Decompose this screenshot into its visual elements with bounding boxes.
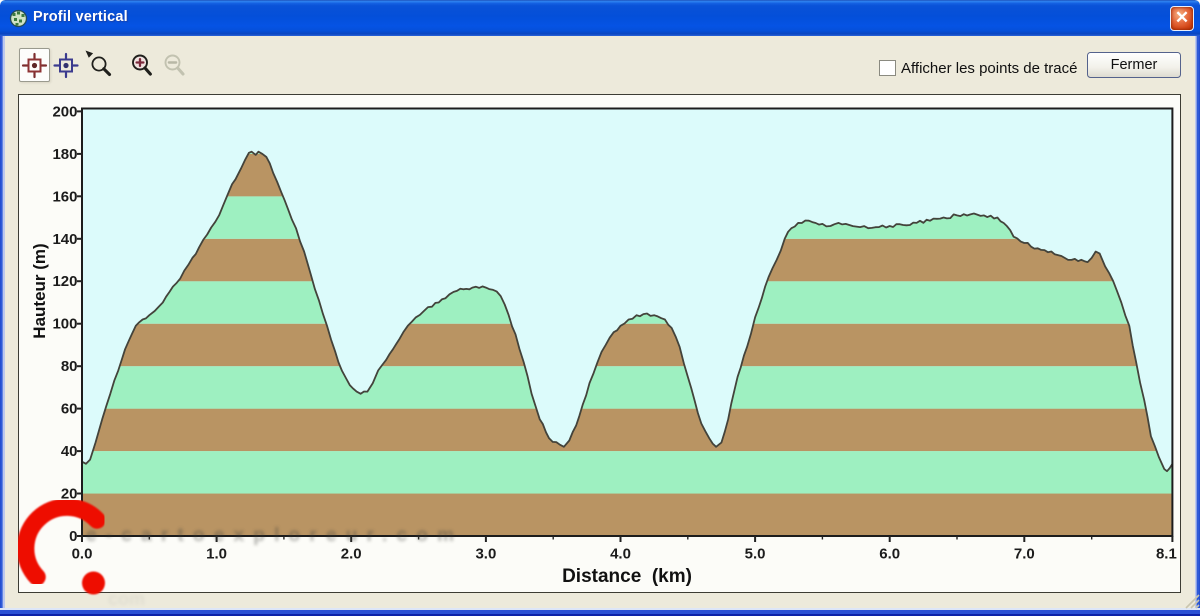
svg-text:120: 120 bbox=[52, 273, 77, 290]
svg-text:0.0: 0.0 bbox=[72, 546, 93, 563]
svg-text:com: com bbox=[108, 589, 145, 609]
svg-text:60: 60 bbox=[61, 401, 78, 418]
svg-text:140: 140 bbox=[52, 231, 77, 248]
svg-text:20: 20 bbox=[61, 486, 78, 503]
svg-text:8.1: 8.1 bbox=[1156, 546, 1177, 563]
svg-text:Hauteur (m): Hauteur (m) bbox=[30, 243, 49, 338]
svg-text:100: 100 bbox=[52, 316, 77, 333]
svg-text:40: 40 bbox=[61, 443, 78, 460]
svg-text:1.0: 1.0 bbox=[206, 546, 227, 563]
svg-text:7.0: 7.0 bbox=[1014, 546, 1035, 563]
svg-text:5.0: 5.0 bbox=[745, 546, 766, 563]
svg-text:2.0: 2.0 bbox=[341, 546, 362, 563]
svg-text:Distance (km): Distance (km) bbox=[562, 566, 692, 587]
svg-text:200: 200 bbox=[52, 103, 77, 120]
svg-text:3.0: 3.0 bbox=[475, 546, 496, 563]
svg-text:6.0: 6.0 bbox=[879, 546, 900, 563]
svg-text:180: 180 bbox=[52, 146, 77, 163]
svg-text:160: 160 bbox=[52, 188, 77, 205]
svg-text:4.0: 4.0 bbox=[610, 546, 631, 563]
svg-text:80: 80 bbox=[61, 358, 78, 375]
svg-text:0: 0 bbox=[69, 528, 77, 545]
